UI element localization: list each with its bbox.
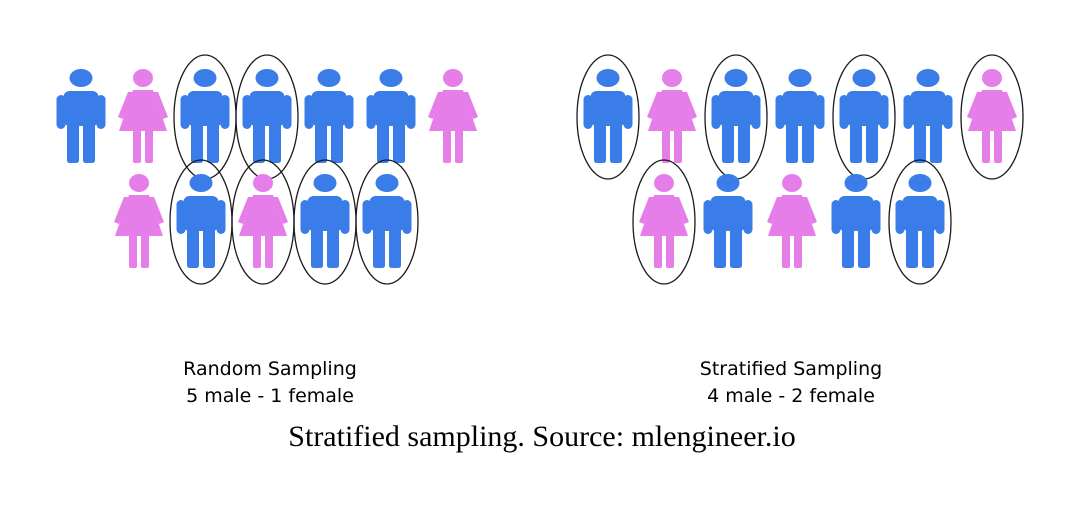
random-sampling-summary: 5 male - 1 female [186, 385, 354, 407]
male-person-icon [176, 174, 226, 268]
male-person-icon [711, 69, 761, 163]
male-person-icon [56, 69, 106, 163]
random-sampling-title: Random Sampling [183, 358, 357, 380]
panel-stratified-sampling [576, 54, 1024, 285]
panel-random-sampling [56, 54, 478, 285]
stratified-sampling-summary: 4 male - 2 female [707, 385, 875, 407]
selection-ellipse [960, 54, 1024, 180]
figure-caption: Stratified sampling. Source: mlengineer.… [288, 420, 796, 453]
selection-ellipse [355, 159, 419, 285]
male-person-icon [839, 69, 889, 163]
female-person-icon [639, 174, 689, 268]
male-person-icon [831, 174, 881, 268]
stratified-sampling-title: Stratified Sampling [699, 358, 883, 380]
male-person-icon [362, 174, 412, 268]
male-person-icon [895, 174, 945, 268]
female-person-icon [118, 69, 168, 163]
selection-ellipse [576, 54, 640, 180]
male-person-icon [903, 69, 953, 163]
female-person-icon [647, 69, 697, 163]
female-person-icon [967, 69, 1017, 163]
stratified-sampling-caption: Stratified Sampling 4 male - 2 female [641, 356, 941, 410]
male-person-icon [775, 69, 825, 163]
male-person-icon [180, 69, 230, 163]
male-person-icon [304, 69, 354, 163]
female-person-icon [428, 69, 478, 163]
selection-ellipse [632, 159, 696, 285]
male-person-icon [703, 174, 753, 268]
selection-ellipse [888, 159, 952, 285]
random-sampling-caption: Random Sampling 5 male - 1 female [120, 356, 420, 410]
female-person-icon [767, 174, 817, 268]
female-person-icon [238, 174, 288, 268]
male-person-icon [366, 69, 416, 163]
male-person-icon [583, 69, 633, 163]
male-person-icon [300, 174, 350, 268]
male-person-icon [242, 69, 292, 163]
female-person-icon [114, 174, 164, 268]
